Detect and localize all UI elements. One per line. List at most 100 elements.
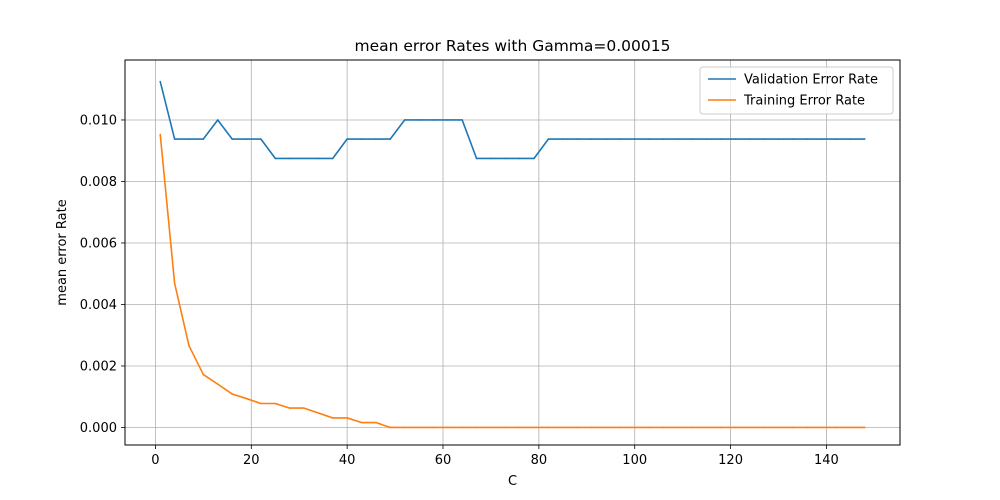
data-point-training <box>188 344 190 347</box>
data-point-training <box>792 426 794 429</box>
data-point-training <box>475 426 478 429</box>
data-point-training <box>173 282 176 285</box>
grid <box>125 60 900 445</box>
data-point-validation <box>576 138 578 140</box>
data-point-validation <box>346 138 348 140</box>
data-point-training <box>748 426 751 429</box>
data-point-validation <box>403 119 406 121</box>
data-point-training <box>777 426 780 429</box>
data-point-validation <box>202 138 205 140</box>
data-point-validation <box>447 119 449 121</box>
data-point-validation <box>734 138 737 140</box>
series-line-validation <box>159 81 865 160</box>
x-tick-label: 80 <box>531 453 548 468</box>
legend-label-validation: Validation Error Rate <box>744 73 878 88</box>
data-point-training <box>547 426 550 429</box>
data-point-validation <box>863 138 866 140</box>
data-point-validation <box>173 138 176 140</box>
data-point-validation <box>159 80 162 83</box>
data-point-training <box>533 426 535 429</box>
data-point-training <box>562 426 564 429</box>
data-point-training <box>159 133 162 136</box>
y-tick-label: 0.000 <box>80 421 117 436</box>
data-point-validation <box>720 138 722 140</box>
data-point-validation <box>835 138 837 140</box>
data-point-validation <box>648 138 650 140</box>
data-point-training <box>720 426 722 429</box>
data-point-validation <box>705 138 708 140</box>
data-point-training <box>633 426 636 429</box>
y-tick-label: 0.010 <box>80 113 117 128</box>
data-point-training <box>849 426 852 429</box>
legend: Validation Error Rate Training Error Rat… <box>699 66 894 115</box>
data-point-validation <box>605 138 607 140</box>
x-tick-label: 40 <box>339 453 356 468</box>
data-point-validation <box>389 138 392 140</box>
data-point-validation <box>633 138 636 140</box>
y-axis-label: mean error Rate <box>55 199 70 305</box>
series-layer <box>159 80 866 429</box>
data-point-training <box>317 412 320 414</box>
data-point-validation <box>303 157 305 160</box>
axis-ticks: 0 20 40 60 80 100 120 140 0.000 0.002 0.004 0.006 0.… <box>80 113 839 468</box>
data-point-validation <box>562 138 564 140</box>
data-point-training <box>490 426 492 429</box>
data-point-training <box>260 402 262 405</box>
data-point-validation <box>662 138 665 140</box>
series-line-training <box>159 134 865 429</box>
data-point-training <box>216 383 219 385</box>
data-point-training <box>447 426 449 429</box>
data-point-training <box>346 417 348 419</box>
data-point-training <box>662 426 665 429</box>
data-point-training <box>432 426 435 429</box>
x-axis-label: C <box>508 474 517 489</box>
data-point-training <box>820 426 823 429</box>
data-point-validation <box>547 138 550 140</box>
x-tick-label: 120 <box>718 453 743 468</box>
y-tick-label: 0.002 <box>80 359 117 374</box>
data-point-training <box>245 397 248 400</box>
data-point-training <box>231 393 233 395</box>
data-point-validation <box>748 138 751 140</box>
data-point-validation <box>432 119 435 121</box>
data-point-training <box>331 417 334 419</box>
data-point-validation <box>777 138 780 140</box>
data-point-training <box>734 426 737 429</box>
data-point-training <box>677 426 679 429</box>
data-point-training <box>403 426 406 429</box>
data-point-validation <box>418 119 420 121</box>
data-point-validation <box>260 138 262 140</box>
data-point-validation <box>274 157 277 160</box>
data-point-validation <box>820 138 823 140</box>
legend-label-training: Training Error Rate <box>743 94 865 109</box>
data-point-training <box>461 426 463 429</box>
data-point-validation <box>245 138 248 140</box>
x-tick-label: 140 <box>814 453 839 468</box>
data-point-training <box>835 426 837 429</box>
data-point-training <box>202 373 205 376</box>
legend-box <box>699 66 894 115</box>
data-point-validation <box>677 138 679 140</box>
data-point-validation <box>288 157 291 160</box>
data-point-validation <box>763 138 765 140</box>
plot-frame <box>124 59 901 446</box>
data-point-training <box>863 426 866 429</box>
data-point-validation <box>590 138 593 140</box>
data-point-training <box>375 421 377 424</box>
data-point-training <box>288 407 291 409</box>
data-point-training <box>418 426 420 429</box>
data-point-validation <box>360 138 363 140</box>
y-tick-label: 0.008 <box>80 175 117 190</box>
data-point-validation <box>849 138 852 140</box>
data-point-validation <box>317 157 320 160</box>
y-tick-label: 0.004 <box>80 298 117 313</box>
data-point-validation <box>691 138 694 140</box>
data-point-validation <box>231 138 233 140</box>
data-point-training <box>691 426 694 429</box>
data-point-validation <box>504 157 507 160</box>
data-point-training <box>619 426 622 429</box>
data-point-training <box>806 426 809 429</box>
data-point-validation <box>490 157 492 160</box>
